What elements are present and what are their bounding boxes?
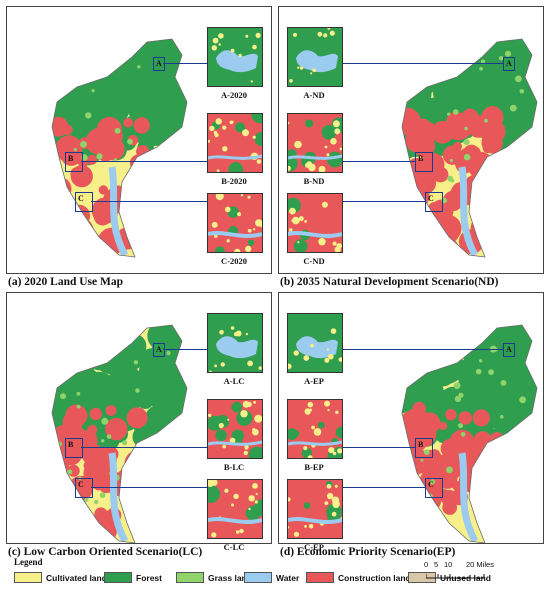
inset-label: A-2020 <box>221 90 247 100</box>
connector-line <box>343 161 415 162</box>
panel-a: A-2020 A B-2020 B C-2020 C <box>6 6 272 274</box>
zoom-box-a: A <box>503 57 515 71</box>
legend-label: Grass land <box>208 572 252 583</box>
inset-label: C-LC <box>223 542 245 552</box>
connector-line <box>343 447 415 448</box>
connector-line <box>91 487 207 488</box>
inset-map-b <box>287 399 343 459</box>
zoom-box-label: C <box>78 480 84 489</box>
connector-line <box>81 447 207 448</box>
inset-label: C-2020 <box>221 256 247 266</box>
legend-item: Forest <box>104 572 162 583</box>
connector-line <box>91 201 207 202</box>
zoom-box-c: C <box>75 192 93 212</box>
zoom-box-c: C <box>425 192 443 212</box>
zoom-box-label: A <box>156 59 162 68</box>
scale-bar: 0 5 10 20 Miles <box>424 560 534 590</box>
zoom-box-label: C <box>78 194 84 203</box>
legend-swatch <box>306 572 334 583</box>
legend-item: Water <box>244 572 299 583</box>
legend-swatch <box>176 572 204 583</box>
zoom-box-label: C <box>428 480 434 489</box>
zoom-box-b: B <box>65 152 83 172</box>
zoom-box-label: A <box>156 345 162 354</box>
zoom-box-b: B <box>65 438 83 458</box>
panel-caption-a: (a) 2020 Land Use Map <box>8 276 124 288</box>
inset-label: B-LC <box>223 462 245 472</box>
panel-c: A-LC A B-LC B C-LC C <box>6 292 272 552</box>
panel-caption-c: (c) Low Carbon Oriented Scenario(LC) <box>8 546 203 558</box>
connector-line <box>343 349 503 350</box>
zoom-box-a: A <box>503 343 515 357</box>
inset-label: A-ND <box>303 90 325 100</box>
legend-item: Construction land <box>306 572 411 583</box>
scale-tick-20: 20 Miles <box>466 560 494 569</box>
inset-map-c <box>287 479 343 539</box>
inset-map-c <box>287 193 343 253</box>
legend-label: Cultivated land <box>46 572 107 583</box>
scale-tick-10: 10 <box>444 560 453 569</box>
inset-label: C-ND <box>303 256 325 266</box>
legend-item: Grass land <box>176 572 252 583</box>
zoom-box-a: A <box>153 343 165 357</box>
zoom-box-a: A <box>153 57 165 71</box>
connector-line <box>343 487 425 488</box>
legend-label: Forest <box>136 572 162 583</box>
panel-d: A-EP A B-EP B C-EP C <box>278 292 544 552</box>
scale-bar-line <box>426 574 485 579</box>
inset-map-b <box>287 113 343 173</box>
inset-map-a <box>287 313 343 373</box>
panel-b: A-ND A B-ND B C-ND C <box>278 6 544 274</box>
zoom-box-b: B <box>415 152 433 172</box>
inset-map-c <box>207 193 263 253</box>
inset-map-b <box>207 113 263 173</box>
zoom-box-label: A <box>506 59 512 68</box>
zoom-box-label: B <box>418 440 424 449</box>
zoom-box-label: B <box>68 154 74 163</box>
zoom-box-b: B <box>415 438 433 458</box>
inset-map-b <box>207 399 263 459</box>
legend-title: Legend <box>14 557 43 567</box>
inset-label: B-ND <box>303 176 325 186</box>
legend-swatch <box>244 572 272 583</box>
inset-map-a <box>287 27 343 87</box>
legend-item: Cultivated land <box>14 572 107 583</box>
connector-line <box>343 201 425 202</box>
zoom-box-c: C <box>425 478 443 498</box>
scale-tick-0: 0 <box>424 560 429 569</box>
inset-label: A-LC <box>223 376 245 386</box>
connector-line <box>343 63 503 64</box>
zoom-box-label: B <box>418 154 424 163</box>
inset-label: A-EP <box>304 376 324 386</box>
inset-label: C-EP <box>304 542 324 552</box>
zoom-box-label: B <box>68 440 74 449</box>
panel-caption-b: (b) 2035 Natural Development Scenario(ND… <box>280 276 499 288</box>
legend-label: Water <box>276 572 300 583</box>
inset-map-c <box>207 479 263 539</box>
connector-line <box>81 161 207 162</box>
connector-line <box>163 63 207 64</box>
legend-label: Construction land <box>338 572 411 583</box>
inset-label: B-2020 <box>221 176 247 186</box>
zoom-box-label: C <box>428 194 434 203</box>
scale-tick-5: 5 <box>434 560 439 569</box>
inset-label: B-EP <box>304 462 324 472</box>
legend-swatch <box>104 572 132 583</box>
zoom-box-c: C <box>75 478 93 498</box>
zoom-box-label: A <box>506 345 512 354</box>
inset-map-a <box>207 27 263 87</box>
connector-line <box>163 349 207 350</box>
legend-swatch <box>14 572 42 583</box>
inset-map-a <box>207 313 263 373</box>
panel-caption-d: (d) Economic Priority Scenario(EP) <box>280 546 456 558</box>
